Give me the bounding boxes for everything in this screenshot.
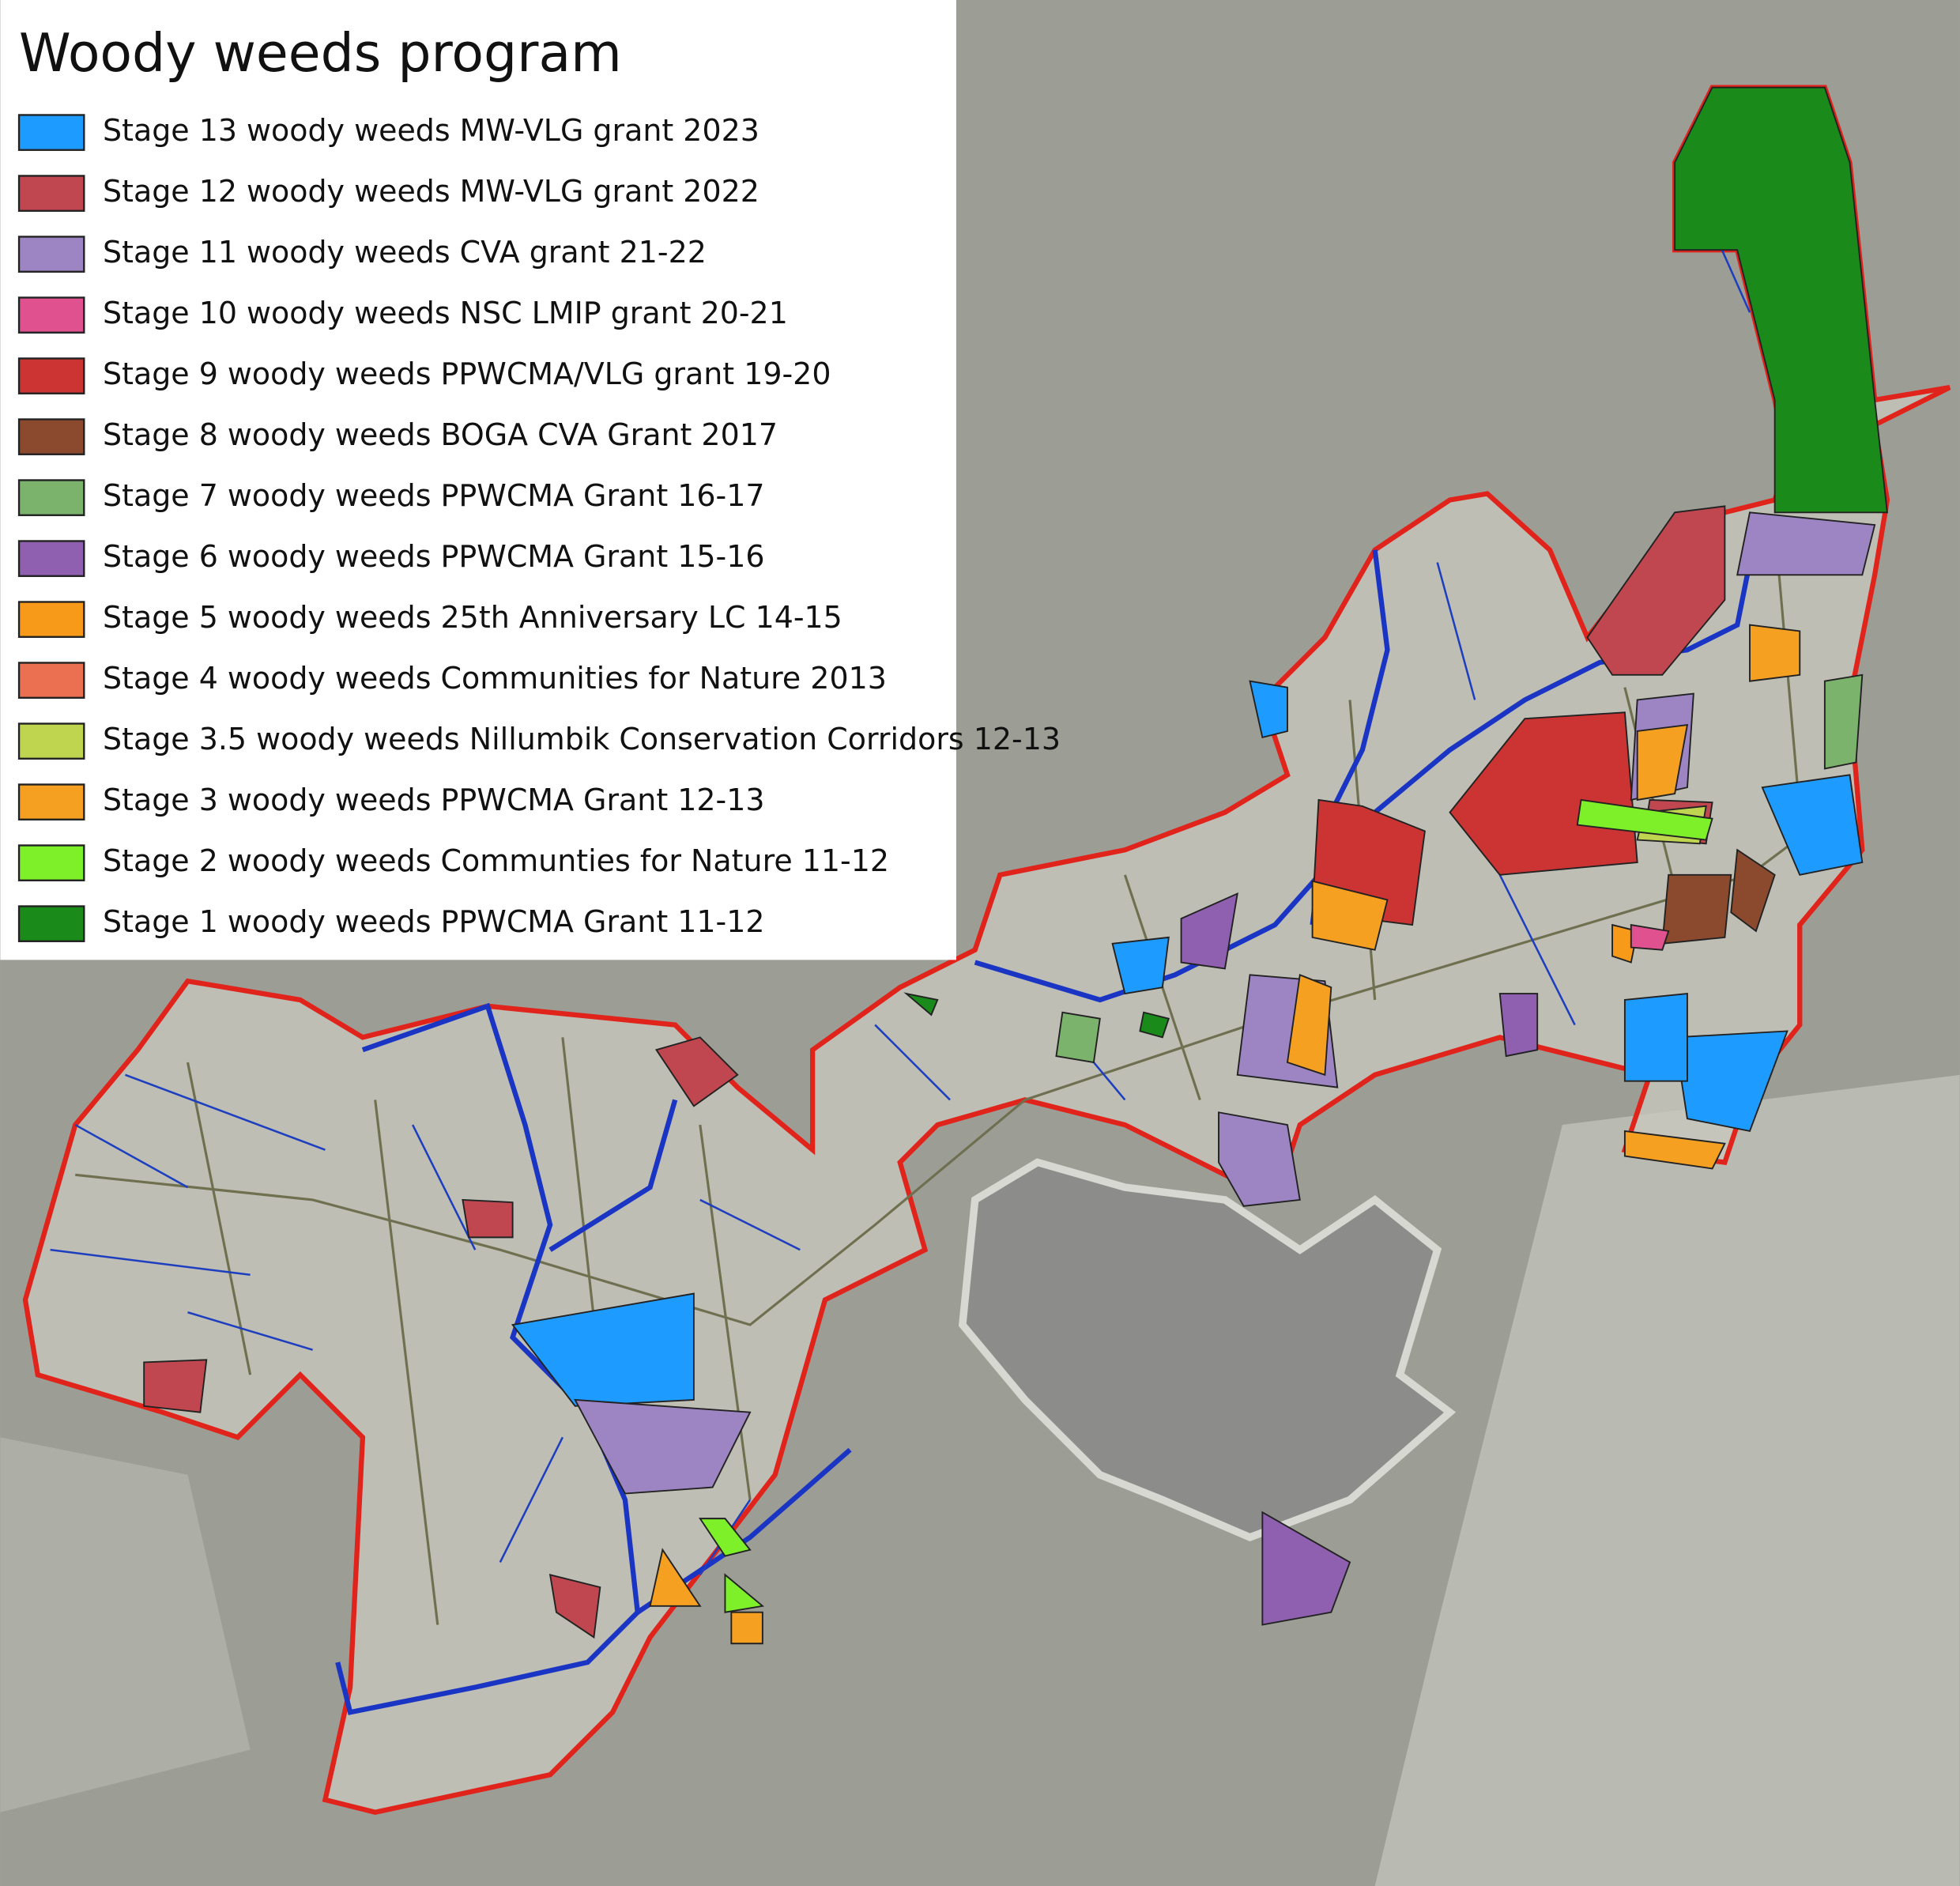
- legend-label: Stage 7 woody weeds PPWCMA Grant 16-17: [103, 478, 765, 513]
- legend-swatch: [17, 357, 85, 394]
- legend-label: Stage 4 woody weeds Communities for Natu…: [103, 661, 887, 696]
- legend-label: Stage 12 woody weeds MW-VLG grant 2022: [103, 174, 760, 209]
- legend-swatch: [17, 905, 85, 942]
- legend-label: Stage 11 woody weeds CVA grant 21-22: [103, 235, 707, 270]
- legend-label: Stage 13 woody weeds MW-VLG grant 2023: [103, 113, 760, 148]
- legend-swatch: [17, 175, 85, 212]
- legend-label: Stage 8 woody weeds BOGA CVA Grant 2017: [103, 417, 778, 452]
- reserve-boundary: [22, 85, 1951, 1815]
- legend-label: Stage 2 woody weeds Communties for Natur…: [103, 843, 889, 878]
- legend: Woody weeds program Stage 13 woody weeds…: [0, 0, 1061, 960]
- legend-label: Stage 1 woody weeds PPWCMA Grant 11-12: [103, 904, 765, 939]
- legend-swatch: [17, 296, 85, 334]
- legend-swatch: [17, 601, 85, 638]
- legend-label: Stage 6 woody weeds PPWCMA Grant 15-16: [103, 539, 765, 574]
- legend-swatch: [17, 844, 85, 881]
- legend-swatch: [17, 418, 85, 455]
- reservoir: [958, 1158, 1457, 1541]
- legend-swatch: [17, 783, 85, 820]
- treatment-areas: [143, 86, 1888, 1645]
- legend-label: Stage 10 woody weeds NSC LMIP grant 20-2…: [103, 296, 788, 330]
- legend-swatch: [17, 722, 85, 760]
- map-title: Woody weeds program: [19, 22, 622, 84]
- legend-panel: [0, 0, 956, 960]
- legend-swatch: [17, 540, 85, 577]
- legend-label: Stage 5 woody weeds 25th Anniversary LC …: [103, 600, 842, 635]
- legend-label: Stage 9 woody weeds PPWCMA/VLG grant 19-…: [103, 356, 831, 391]
- legend-swatch: [17, 479, 85, 516]
- farmland: [0, 1437, 251, 1812]
- legend-label: Stage 3.5 woody weeds Nillumbik Conserva…: [103, 722, 1061, 756]
- legend-swatch: [17, 236, 85, 273]
- legend-swatch: [17, 114, 85, 151]
- farmland: [1374, 1074, 1960, 1886]
- legend-label: Stage 3 woody weeds PPWCMA Grant 12-13: [103, 783, 765, 817]
- legend-swatch: [17, 662, 85, 699]
